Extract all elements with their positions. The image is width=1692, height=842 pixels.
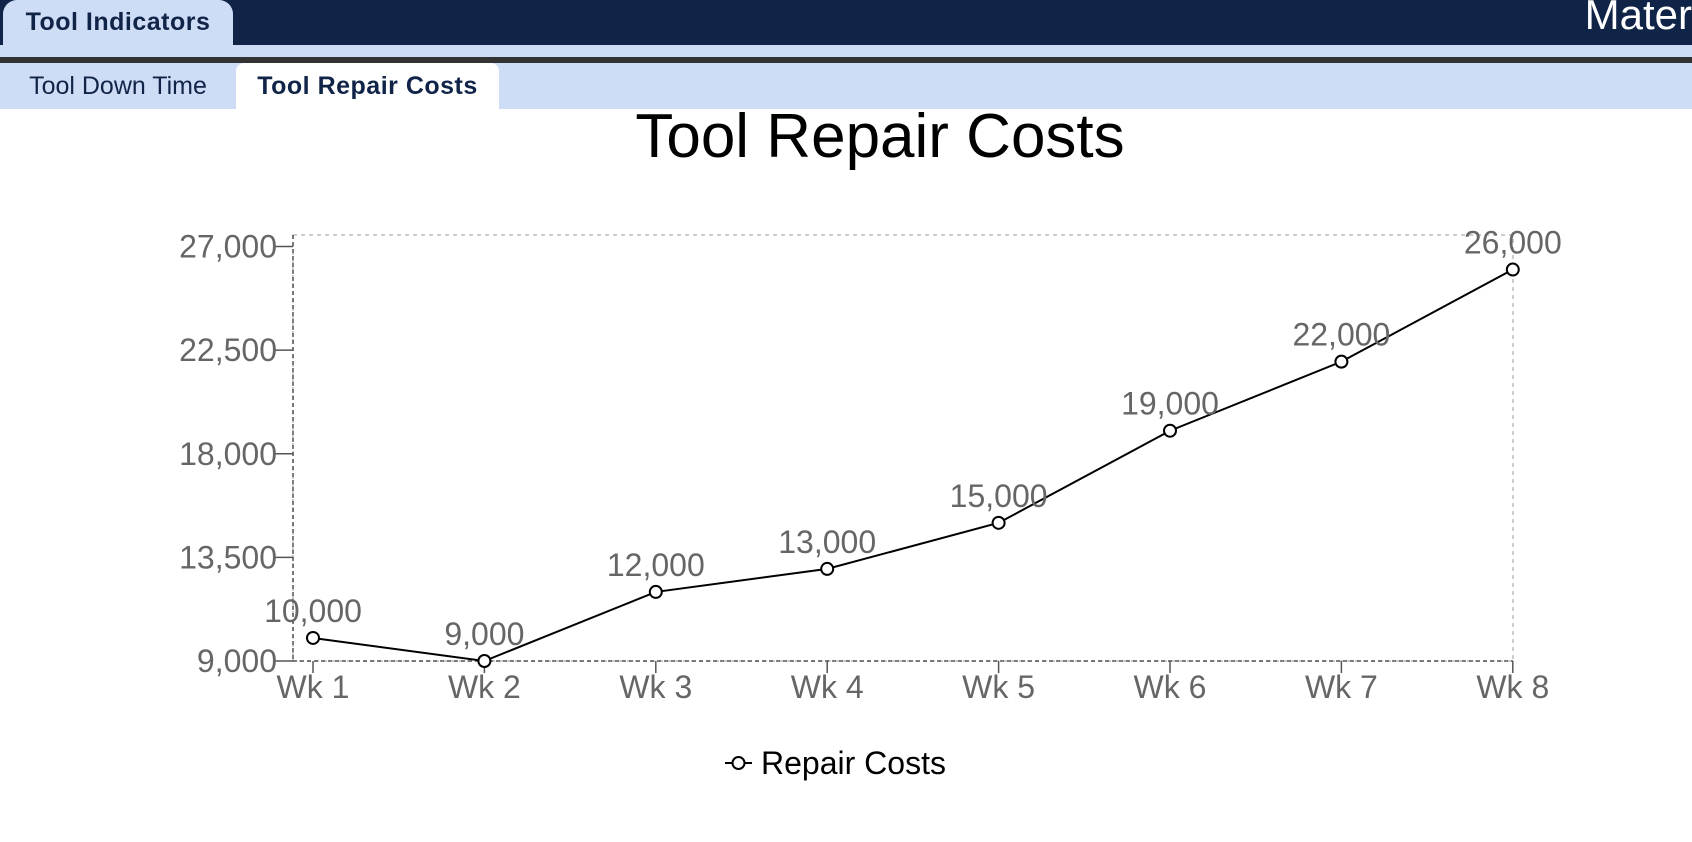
data-point — [306, 630, 320, 645]
y-tick-label: 22,500 — [179, 332, 277, 368]
x-tick-label: Wk 3 — [619, 669, 692, 705]
subtab-bar: Tool Down Time Tool Repair Costs — [0, 63, 1692, 109]
x-tick-label: Wk 2 — [448, 669, 521, 705]
y-tick-label: 27,000 — [179, 229, 277, 265]
x-tick-label: Wk 5 — [962, 669, 1035, 705]
legend-marker-swatch — [731, 756, 746, 770]
data-point — [648, 584, 663, 599]
data-point — [991, 515, 1006, 530]
data-label: 9,000 — [444, 616, 524, 652]
x-tick-label: Wk 1 — [277, 669, 350, 705]
header-divider — [0, 57, 1692, 63]
plot-area-border — [292, 234, 1514, 662]
data-label: 26,000 — [1464, 225, 1562, 261]
chart-title: Tool Repair Costs — [635, 109, 1124, 171]
data-label: 13,000 — [778, 524, 876, 560]
y-tick-label: 9,000 — [197, 643, 277, 679]
data-point — [1505, 262, 1520, 277]
y-tick-label: 13,500 — [179, 539, 277, 575]
header-strip — [0, 45, 1692, 57]
data-point — [1334, 354, 1349, 369]
data-point — [820, 561, 835, 576]
y-tick-label: 18,000 — [179, 436, 277, 472]
x-tick-label: Wk 6 — [1134, 669, 1207, 705]
data-label: 22,000 — [1292, 317, 1390, 353]
data-point — [1163, 423, 1177, 438]
data-label: 15,000 — [950, 478, 1048, 514]
series-line-repair-costs — [312, 268, 1514, 663]
tab-tool-repair-costs[interactable]: Tool Repair Costs — [236, 63, 499, 109]
tab-tool-down-time[interactable]: Tool Down Time — [29, 71, 207, 100]
top-header-bar: Tool Indicators Mater — [0, 0, 1692, 45]
data-point — [477, 654, 492, 668]
data-label: 12,000 — [607, 547, 705, 583]
data-label: 10,000 — [264, 593, 362, 629]
data-label: 19,000 — [1121, 386, 1219, 422]
header-title-partial: Mater — [1584, 0, 1692, 38]
x-tick-label: Wk 8 — [1476, 669, 1549, 705]
x-tick-label: Wk 4 — [791, 669, 864, 705]
tab-tool-indicators[interactable]: Tool Indicators — [3, 0, 233, 45]
legend-label: Repair Costs — [761, 745, 946, 781]
x-tick-label: Wk 7 — [1305, 669, 1378, 705]
repair-costs-chart: Tool Repair Costs 9,000 13,500 18,000 22,500… — [179, 109, 1562, 781]
